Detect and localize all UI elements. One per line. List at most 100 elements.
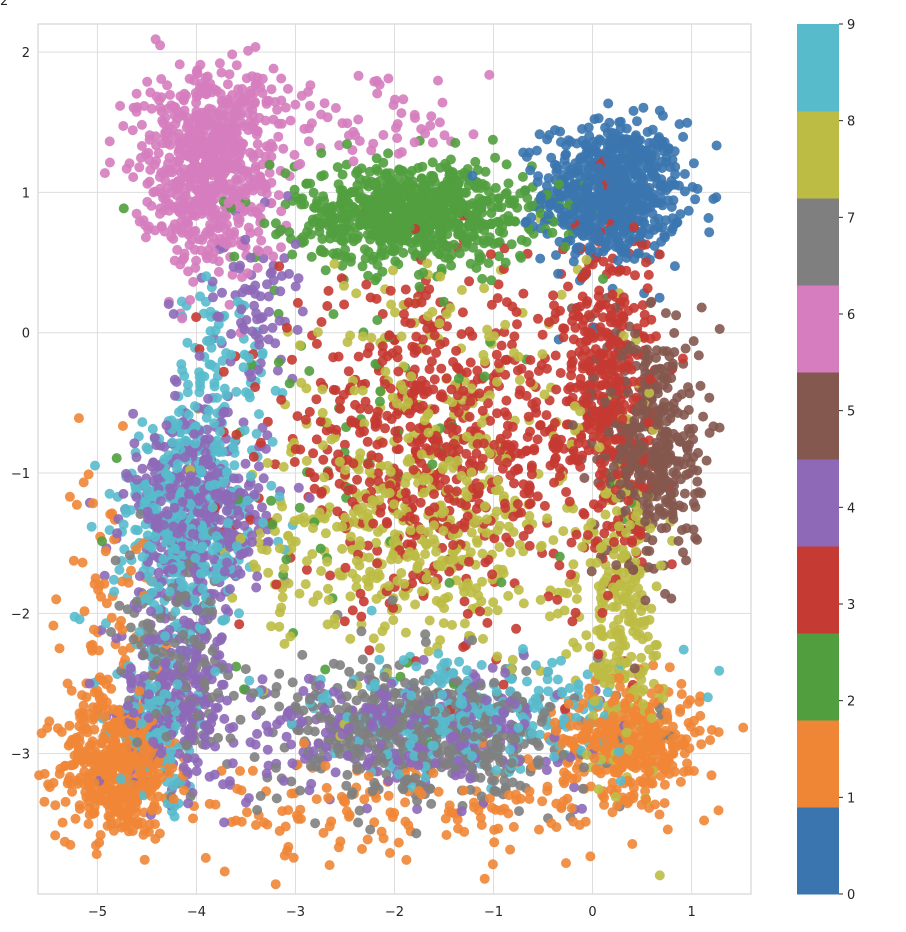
data-point-class-8	[279, 563, 289, 574]
data-point-class-6	[175, 91, 186, 102]
data-point-class-0	[675, 209, 686, 220]
data-point-class-3	[431, 347, 442, 358]
data-point-class-3	[495, 433, 506, 444]
data-point-class-3	[472, 365, 483, 376]
data-point-class-8	[368, 633, 379, 644]
data-point-class-9	[215, 335, 226, 346]
data-point-class-2	[229, 251, 240, 262]
data-point-class-4	[298, 686, 309, 696]
data-point-class-4	[263, 726, 274, 737]
data-point-class-3	[492, 408, 502, 419]
data-point-class-3	[347, 605, 358, 616]
data-point-class-2	[280, 168, 291, 179]
data-point-class-1	[66, 685, 77, 696]
data-point-class-3	[301, 564, 312, 575]
data-point-class-7	[342, 769, 353, 780]
data-point-class-6	[468, 129, 479, 140]
data-point-class-3	[559, 323, 570, 334]
data-point-class-7	[287, 677, 298, 688]
data-point-class-2	[480, 166, 491, 177]
data-point-class-5	[708, 421, 719, 432]
data-point-class-8	[591, 557, 602, 568]
data-point-class-4	[112, 528, 123, 539]
data-point-class-4	[297, 306, 308, 317]
data-point-class-7	[310, 818, 321, 829]
data-point-class-9	[582, 669, 593, 680]
data-point-class-3	[321, 425, 332, 436]
data-point-class-6	[289, 149, 300, 160]
data-point-class-8	[227, 592, 238, 603]
data-point-class-8	[505, 547, 516, 558]
data-point-class-4	[267, 322, 278, 333]
data-point-class-3	[362, 436, 373, 447]
data-point-class-8	[388, 615, 399, 626]
data-point-class-6	[425, 120, 436, 131]
data-point-class-1	[453, 823, 464, 834]
data-point-class-2	[318, 170, 329, 181]
data-point-class-3	[637, 300, 648, 311]
data-point-class-2	[371, 153, 382, 164]
data-point-class-9	[411, 661, 422, 672]
data-point-class-9	[714, 665, 725, 676]
data-point-class-6	[170, 224, 181, 235]
data-point-class-6	[236, 117, 247, 128]
data-point-class-6	[372, 88, 383, 99]
data-point-class-9	[559, 713, 570, 724]
data-point-class-8	[479, 356, 490, 367]
data-point-class-3	[453, 407, 464, 418]
data-point-class-1	[401, 854, 412, 865]
data-point-class-3	[339, 299, 350, 310]
data-point-class-1	[235, 766, 245, 776]
data-point-class-3	[509, 478, 519, 489]
data-point-class-5	[673, 536, 684, 546]
data-point-class-6	[276, 73, 287, 84]
data-point-class-5	[679, 488, 690, 499]
data-point-class-8	[503, 590, 514, 601]
data-point-class-5	[660, 308, 671, 319]
data-point-class-1	[599, 799, 610, 810]
data-point-class-4	[219, 817, 230, 828]
data-point-class-1	[288, 852, 299, 863]
data-point-class-4	[315, 680, 325, 691]
data-point-class-4	[170, 390, 180, 401]
data-point-class-5	[701, 455, 712, 466]
data-point-class-6	[155, 40, 166, 51]
data-point-class-8	[420, 549, 431, 560]
data-point-class-3	[508, 511, 519, 522]
data-point-class-3	[325, 570, 336, 581]
data-point-class-1	[50, 800, 61, 811]
data-point-class-3	[567, 616, 578, 627]
data-point-class-1	[561, 858, 571, 869]
data-point-class-1	[487, 859, 498, 870]
data-point-class-3	[408, 464, 419, 475]
data-point-class-6	[305, 100, 315, 111]
data-point-class-9	[200, 296, 211, 307]
data-point-class-3	[539, 500, 550, 511]
data-point-class-8	[371, 537, 382, 548]
data-point-class-6	[162, 80, 173, 91]
data-point-class-7	[255, 791, 266, 801]
data-point-class-2	[377, 242, 388, 253]
data-point-class-7	[223, 670, 234, 681]
data-point-class-9	[114, 564, 125, 575]
data-point-class-7	[469, 731, 480, 742]
data-point-class-7	[304, 694, 315, 705]
data-point-class-1	[139, 854, 150, 865]
data-point-class-8	[285, 631, 296, 642]
data-point-class-6	[437, 97, 448, 108]
data-point-class-6	[272, 104, 283, 115]
data-point-class-1	[738, 722, 749, 733]
data-point-class-7	[286, 776, 297, 787]
data-point-class-8	[558, 526, 569, 537]
data-point-class-2	[316, 148, 327, 159]
data-point-class-4	[258, 324, 269, 335]
data-point-class-2	[463, 180, 474, 191]
data-point-class-8	[654, 870, 665, 881]
data-point-class-7	[532, 738, 543, 748]
data-point-class-6	[295, 158, 306, 169]
data-point-class-3	[377, 341, 388, 352]
data-point-class-1	[385, 848, 395, 858]
data-point-class-1	[567, 773, 578, 784]
data-point-class-3	[580, 336, 591, 346]
